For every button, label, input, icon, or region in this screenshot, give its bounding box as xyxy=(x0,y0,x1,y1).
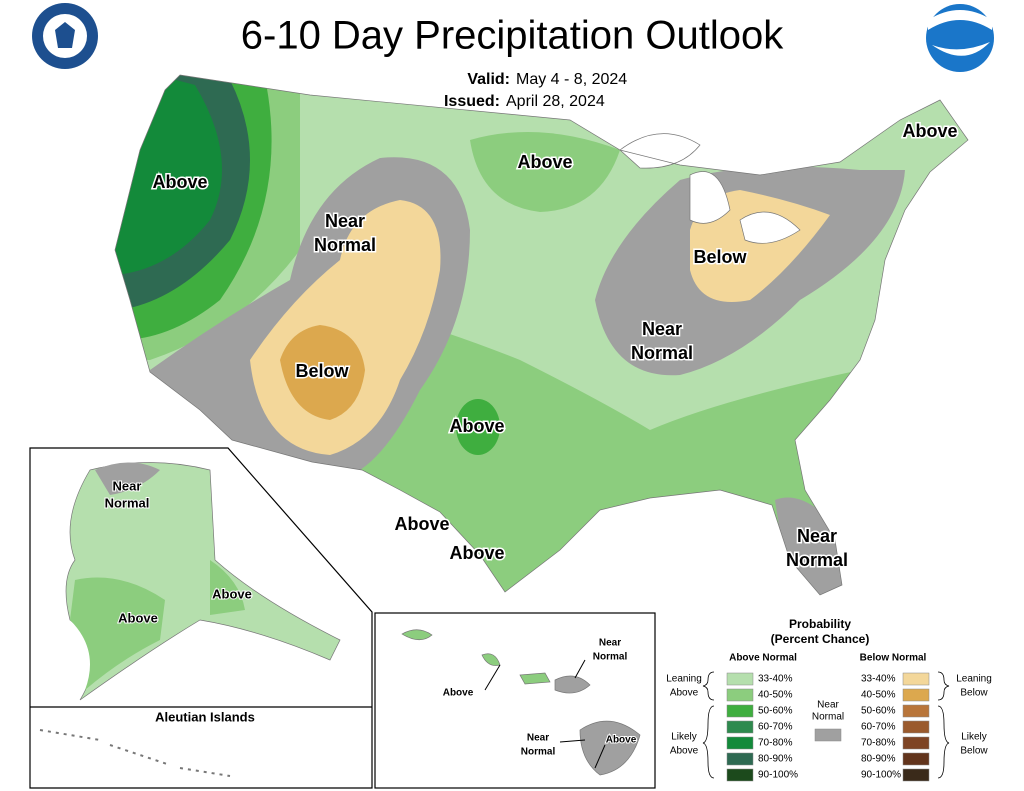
region-label: Normal xyxy=(631,343,693,363)
legend-label: 90-100% xyxy=(758,770,798,781)
legend-label: 40-50% xyxy=(861,690,896,701)
legend-label: 40-50% xyxy=(758,690,793,701)
legend-group-label: Leaning xyxy=(666,674,702,685)
issued-label: Issued: xyxy=(444,93,500,110)
legend-group-label: Below xyxy=(960,688,988,699)
region-label: Above xyxy=(449,543,504,563)
alaska-label: Above xyxy=(212,586,252,601)
hawaii-label: Near xyxy=(599,638,621,649)
legend-label: 90-100% xyxy=(861,770,901,781)
legend-swatch xyxy=(902,768,930,782)
legend-swatch xyxy=(726,752,754,766)
aleutian-title: Aleutian Islands xyxy=(155,709,255,724)
region-label: Normal xyxy=(786,550,848,570)
legend-swatch xyxy=(902,672,930,686)
region-label: Above xyxy=(394,514,449,534)
noaa-logo xyxy=(926,4,994,72)
region-label: Near xyxy=(642,319,682,339)
legend-label: 70-80% xyxy=(758,738,793,749)
legend-label: 60-70% xyxy=(861,722,896,733)
legend-group-label: Below xyxy=(960,746,988,757)
hawaii-label: Above xyxy=(606,735,637,746)
doc-seal xyxy=(32,3,98,69)
legend-swatch xyxy=(726,688,754,702)
legend-subtitle: (Percent Chance) xyxy=(771,632,870,646)
alaska-label: Near xyxy=(113,478,142,493)
legend-group-label: Likely xyxy=(961,732,987,743)
valid-label: Valid: xyxy=(467,71,510,88)
legend-swatch xyxy=(726,768,754,782)
region-label: Below xyxy=(693,247,747,267)
legend-swatch xyxy=(726,704,754,718)
legend-label: 60-70% xyxy=(758,722,793,733)
legend-header: Below Normal xyxy=(860,653,927,664)
valid-dates: May 4 - 8, 2024 xyxy=(516,71,627,88)
region-label: Above xyxy=(517,152,572,172)
title: 6-10 Day Precipitation Outlook xyxy=(241,14,785,58)
alaska-label: Normal xyxy=(105,495,150,510)
region-label: Above xyxy=(449,416,504,436)
legend-label: 80-90% xyxy=(861,754,896,765)
legend-label: 70-80% xyxy=(861,738,896,749)
legend-label: 80-90% xyxy=(758,754,793,765)
legend-swatch xyxy=(902,688,930,702)
region-label: Above xyxy=(902,121,957,141)
legend-title: Probability xyxy=(789,617,851,631)
legend-label: Normal xyxy=(812,712,844,723)
legend-swatch xyxy=(726,720,754,734)
legend-group-label: Leaning xyxy=(956,674,992,685)
hawaii-label: Above xyxy=(443,688,474,699)
region-label: Near xyxy=(797,526,837,546)
region-label: Below xyxy=(295,361,349,381)
legend-swatch xyxy=(902,736,930,750)
legend-swatch xyxy=(902,752,930,766)
legend-header: Above Normal xyxy=(729,653,797,664)
alaska-label: Above xyxy=(118,610,158,625)
legend-label: Near xyxy=(817,700,839,711)
region-label: Normal xyxy=(314,235,376,255)
legend-label: 50-60% xyxy=(861,706,896,717)
legend-swatch xyxy=(902,704,930,718)
legend-group-label: Above xyxy=(670,688,699,699)
legend-swatch xyxy=(814,728,842,742)
region-label: Near xyxy=(325,211,365,231)
hawaii-label: Normal xyxy=(521,747,556,758)
hawaii-label: Normal xyxy=(593,652,628,663)
legend-label: 33-40% xyxy=(758,674,793,685)
issued-date: April 28, 2024 xyxy=(506,93,605,110)
legend-group-label: Likely xyxy=(671,732,697,743)
region-label: Above xyxy=(152,172,207,192)
legend-label: 50-60% xyxy=(758,706,793,717)
legend-label: 33-40% xyxy=(861,674,896,685)
legend-group-label: Above xyxy=(670,746,699,757)
hawaii-label: Near xyxy=(527,733,549,744)
legend-swatch xyxy=(726,736,754,750)
legend-swatch xyxy=(726,672,754,686)
conus-regions xyxy=(115,75,968,595)
legend-swatch xyxy=(902,720,930,734)
